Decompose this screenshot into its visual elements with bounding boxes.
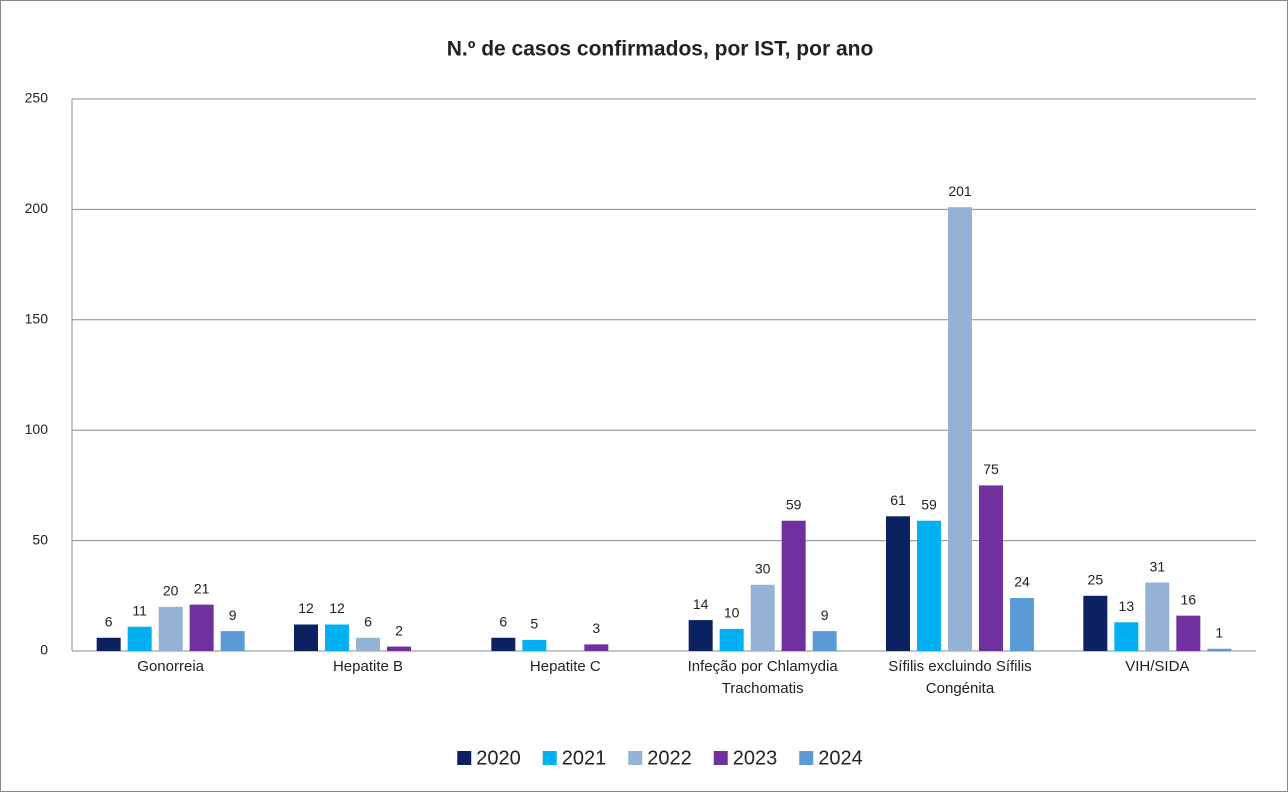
data-label: 201	[948, 183, 972, 199]
x-tick-label: Hepatite B	[332, 658, 404, 675]
bar	[387, 646, 411, 651]
data-label: 31	[1150, 558, 1166, 574]
legend-label: 2024	[818, 747, 863, 769]
data-label: 10	[724, 605, 740, 621]
data-label: 5	[530, 616, 538, 632]
legend-swatch	[457, 751, 472, 765]
bar	[886, 516, 910, 651]
bar	[189, 604, 214, 651]
bar	[948, 207, 972, 651]
data-label: 3	[592, 620, 600, 636]
data-label: 2	[395, 622, 403, 638]
y-tick-label: 200	[25, 200, 49, 216]
data-label: 6	[499, 613, 507, 629]
bar	[979, 485, 1003, 651]
data-label: 59	[786, 496, 802, 512]
data-label: 9	[229, 607, 237, 623]
data-label: 16	[1181, 591, 1197, 607]
bar	[917, 520, 941, 651]
bar	[1114, 622, 1139, 651]
bar	[688, 620, 713, 651]
bar	[158, 606, 183, 651]
legend-swatch	[713, 751, 728, 765]
y-tick-label: 0	[40, 642, 48, 658]
bar	[1207, 648, 1232, 651]
bar	[584, 644, 609, 651]
y-tick-label: 150	[25, 311, 49, 327]
bar	[294, 624, 318, 651]
bar	[750, 584, 775, 651]
bar	[325, 624, 349, 651]
x-tick-label: Sífilis excluindo Sífilis Congénita	[888, 658, 1032, 697]
data-label: 1	[1215, 624, 1223, 640]
bar	[220, 631, 245, 651]
bar	[127, 626, 152, 651]
bar	[1010, 598, 1034, 651]
chart-title: N.º de casos confirmados, por IST, por a…	[447, 38, 874, 61]
bar	[812, 631, 837, 651]
bar	[96, 637, 121, 651]
data-label: 61	[890, 492, 906, 508]
data-label: 11	[132, 602, 147, 618]
data-label: 59	[921, 496, 937, 512]
data-label: 12	[298, 600, 314, 616]
data-label: 9	[821, 607, 829, 623]
data-label: 24	[1014, 574, 1030, 590]
legend-label: 2022	[647, 747, 692, 769]
data-label: 6	[105, 613, 113, 629]
bar	[1145, 582, 1170, 651]
data-label: 21	[194, 580, 210, 596]
legend-swatch	[799, 751, 814, 765]
bar	[491, 637, 516, 651]
x-tick-label: Hepatite C	[529, 658, 601, 675]
y-tick-label: 100	[25, 421, 49, 437]
legend-swatch	[628, 751, 643, 765]
data-label: 12	[329, 600, 345, 616]
legend-label: 2021	[562, 747, 607, 769]
bar	[356, 637, 380, 651]
data-label: 13	[1119, 598, 1135, 614]
bar	[522, 639, 547, 651]
bar	[1083, 595, 1108, 651]
x-tick-label: VIH/SIDA	[1125, 658, 1190, 675]
legend-swatch	[542, 751, 557, 765]
legend-label: 2023	[733, 747, 778, 769]
legend-label: 2020	[476, 747, 521, 769]
bar	[719, 628, 744, 651]
data-label: 20	[163, 583, 179, 599]
data-label: 75	[983, 461, 999, 477]
data-label: 14	[693, 596, 709, 612]
y-tick-label: 50	[32, 531, 48, 547]
y-tick-label: 250	[25, 90, 49, 106]
data-label: 6	[364, 613, 372, 629]
data-label: 30	[755, 560, 771, 576]
x-tick-label: Gonorreia	[137, 658, 204, 675]
data-label: 25	[1088, 572, 1104, 588]
x-tick-label: Infeção por Chlamydia Trachomatis	[687, 658, 838, 697]
bar	[1176, 615, 1201, 651]
bar	[781, 520, 806, 651]
